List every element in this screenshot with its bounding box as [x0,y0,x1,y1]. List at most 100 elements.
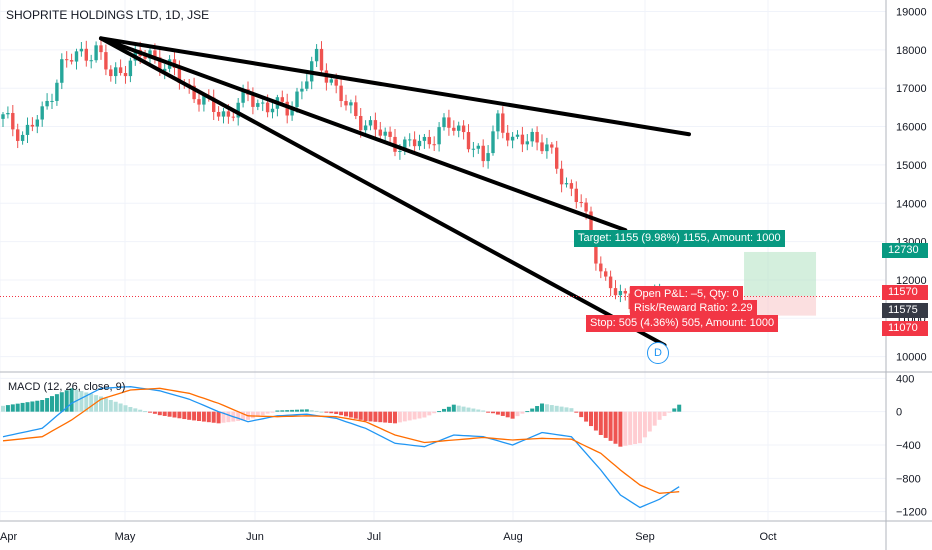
candle-body [579,202,583,204]
macd-histogram-bar [540,403,544,412]
candle-body [69,60,74,62]
candle-body [442,117,446,128]
macd-histogram-bar [177,411,182,419]
macd-histogram-bar [608,411,613,441]
candle-body [501,113,505,133]
candle-body [569,183,574,189]
macd-histogram-bar [383,411,388,423]
macd-histogram-bar [187,411,192,420]
y-tick-label: 10000 [896,352,927,364]
candle-body [6,113,10,115]
candle-body [123,73,128,77]
candle-body [300,88,304,92]
candle-body [457,125,461,131]
x-tick-label: Jul [367,531,381,543]
trendline [99,36,667,348]
candle-body [437,127,441,145]
x-tick-label: Jun [246,531,264,543]
y-tick-label: 14000 [896,198,927,210]
macd-histogram-bar [275,410,280,412]
candle-body [153,50,157,58]
candle-body [515,134,520,137]
candle-body [452,127,456,131]
macd-histogram-bar [339,411,344,416]
stop-label[interactable]: Stop: 505 (4.36%) 505, Amount: 1000 [586,315,779,332]
candle-body [89,60,93,62]
macd-histogram-bar [64,390,69,412]
candle-body [545,144,549,152]
macd-histogram-bar [285,410,290,412]
macd-histogram-bar [59,392,64,412]
macd-histogram-bar [40,400,45,412]
macd-histogram-bar [677,404,682,412]
macd-histogram-bar [486,411,491,413]
dividend-marker[interactable]: D [647,342,669,364]
candle-body [486,153,490,162]
candle-body [432,144,436,146]
candle-body [535,131,539,143]
candle-body [192,85,196,100]
macd-histogram-bar [584,411,589,422]
macd-histogram-bar [471,408,476,412]
candle-body [265,102,270,113]
macd-histogram-bar [250,411,255,419]
candle-body [94,45,98,61]
macd-histogram-bar [241,411,246,421]
candle-body [584,202,588,212]
macd-histogram-bar [378,411,383,423]
macd-histogram-bar [662,411,667,417]
candle-body [128,60,133,77]
candle-body [510,136,515,141]
macd-histogram-bar [633,411,638,445]
y-tick-label: 17000 [896,83,927,95]
macd-histogram-bar [417,411,422,419]
macd-histogram-bar [442,408,446,412]
candle-body [525,141,529,145]
candle-body [55,82,59,101]
macd-histogram-bar [329,411,334,414]
candle-body [604,271,608,277]
macd-histogram-bar [373,411,378,422]
macd-histogram-bar [554,405,559,412]
candle-body [466,132,471,150]
candle-body [256,103,260,107]
candle-body [589,211,593,239]
macd-histogram-bar [461,406,466,412]
macd-histogram-bar [520,411,525,414]
macd-histogram-bar [206,411,211,423]
y-tick-label: 19000 [896,7,927,19]
macd-indicator-label: MACD (12, 26, close, 9) [8,381,126,393]
candle-body [295,91,299,107]
macd-histogram-bar [432,411,437,414]
macd-histogram-bar [515,411,520,417]
candle-body [339,85,343,102]
macd-line [2,386,680,509]
last-price-label: 11570 [882,285,928,300]
candle-body [261,102,265,104]
macd-histogram-bar [446,406,451,412]
candle-body [388,131,392,137]
macd-histogram-bar [226,411,231,423]
macd-histogram-bar [500,411,505,416]
candle-body [285,101,289,116]
candle-body [99,45,103,53]
target-label[interactable]: Target: 1155 (9.98%) 1155, Amount: 1000 [574,230,785,247]
candle-body [35,119,39,127]
macd-histogram-bar [397,411,402,423]
macd-histogram-bar [363,411,368,421]
macd-histogram-bar [476,409,481,412]
macd-histogram-bar [309,410,314,412]
candle-body [158,57,162,72]
macd-histogram-bar [623,411,628,446]
candle-body [613,288,618,296]
candle-body [359,115,363,131]
open-pnl-label: Open P&L: –5, Qty: 0 [630,286,743,303]
candle-body [594,238,598,264]
candle-body [520,134,525,145]
candle-body [408,139,412,141]
candle-body [550,144,554,148]
candle-body [329,79,333,83]
candle-body [305,81,309,89]
macd-histogram-bar [197,411,201,421]
